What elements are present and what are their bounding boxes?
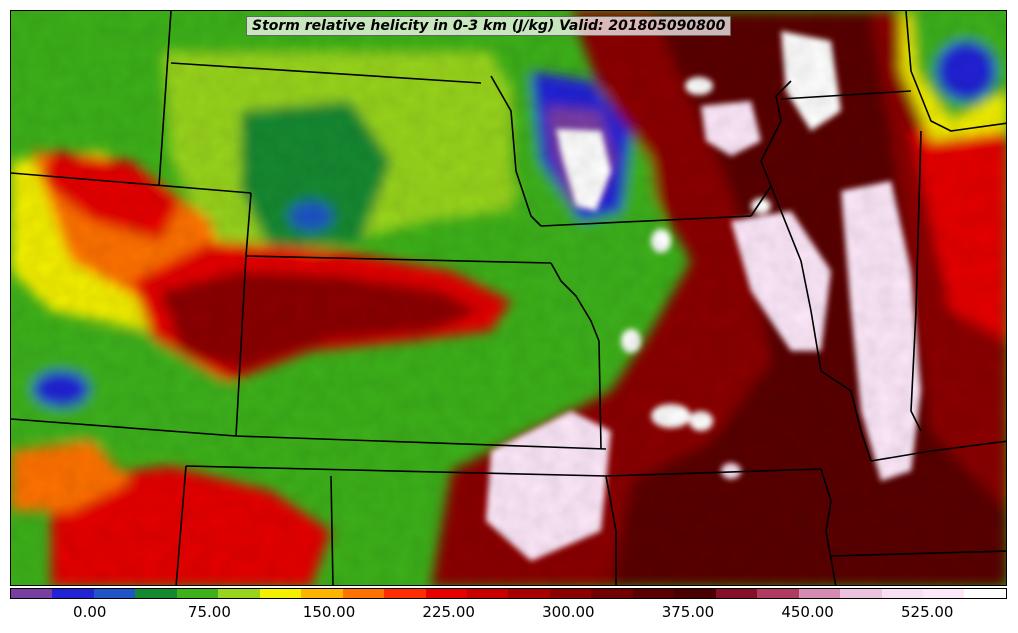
boundary-missouri-south: [605, 468, 822, 477]
boundary-arkansas-east: [820, 468, 837, 585]
colorbar-segment: [259, 589, 302, 598]
colorbar-segment: [591, 589, 633, 598]
colorbar-segment: [798, 589, 841, 598]
colorbar-segment: [384, 589, 426, 598]
colorbar-tick-label: 150.00: [302, 603, 356, 621]
colorbar-tick-label: 450.00: [781, 603, 834, 621]
boundary-wyoming-colorado: [11, 418, 237, 437]
colorbar-segment: [135, 589, 177, 598]
state-boundaries: [11, 11, 1006, 585]
colorbar-segment: [632, 589, 675, 598]
colorbar-segment: [715, 589, 758, 598]
boundary-ok-ar: [605, 475, 617, 585]
boundary-oklahoma-north: [185, 465, 607, 477]
boundary-mississippi-river: [750, 80, 792, 217]
colorbar-segment: [922, 589, 965, 598]
boundary-missouri-river: [550, 262, 600, 342]
helicity-map: [11, 11, 1006, 585]
colorbar-tick-label: 0.00: [73, 603, 107, 621]
boundary-iowa-north: [540, 215, 752, 227]
boundary-nebraska-north: [245, 255, 552, 264]
boundary-ohio-river: [870, 440, 1006, 462]
colorbar-tick-label: 375.00: [661, 603, 715, 621]
colorbar-segment: [466, 589, 509, 598]
boundary-illinois-indiana: [910, 130, 922, 432]
map-title: Storm relative helicity in 0-3 km (J/kg)…: [246, 16, 732, 36]
colorbar-segment: [964, 589, 1006, 598]
colorbar-segment: [52, 589, 94, 598]
boundary-nm-tx: [330, 475, 334, 585]
boundary-montana-wyoming: [11, 172, 252, 194]
colorbar-segment: [301, 589, 343, 598]
boundary-tennessee: [830, 550, 1006, 557]
colorbar-tick-label: 225.00: [422, 603, 475, 621]
boundary-kansas-north: [235, 435, 607, 450]
map-panel: [10, 10, 1007, 586]
colorbar: [10, 588, 1007, 599]
colorbar-segment: [508, 589, 550, 598]
boundary-illinois-east: [770, 185, 872, 462]
boundary-dakota-line: [170, 62, 482, 84]
boundary-wyoming-east: [245, 192, 252, 257]
colorbar-segment: [674, 589, 716, 598]
colorbar-segment: [549, 589, 592, 598]
colorbar-segment: [757, 589, 799, 598]
colorbar-segment: [342, 589, 385, 598]
colorbar-tick-label: 300.00: [542, 603, 595, 621]
colorbar-segment: [881, 589, 923, 598]
colorbar-segment: [93, 589, 136, 598]
boundary-mn-west: [490, 75, 542, 227]
colorbar-segment: [218, 589, 260, 598]
boundary-wi-north: [780, 90, 912, 100]
colorbar-tick-label: 525.00: [900, 603, 954, 621]
colorbar-tick-label: 75.00: [187, 603, 231, 621]
boundary-kansas-east: [598, 340, 602, 450]
colorbar-segment: [176, 589, 219, 598]
helicity-field: [11, 11, 1006, 585]
boundary-idaho-montana: [158, 11, 172, 187]
colorbar-segment: [11, 589, 53, 598]
boundary-ok-panhandle-west: [175, 465, 187, 585]
field-texture: [11, 11, 1006, 585]
colorbar-segment: [425, 589, 467, 598]
colorbar-segment: [840, 589, 882, 598]
boundary-michigan-shore: [905, 11, 1006, 132]
colorbar-tick-labels: 0.00 75.00 150.00 225.00 300.00 375.00 450.00 5…: [10, 603, 1007, 625]
boundary-colorado-east: [235, 255, 247, 437]
